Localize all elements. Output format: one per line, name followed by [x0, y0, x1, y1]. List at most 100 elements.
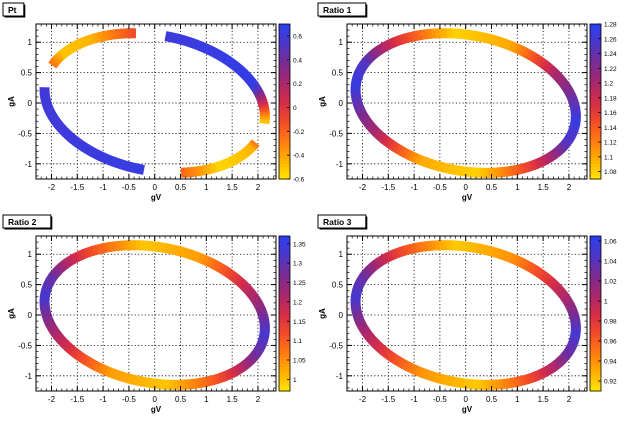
- colorbar-band: [279, 236, 290, 240]
- x-tick-label: 0: [463, 183, 468, 192]
- colorbar-tick-label: 1.24: [604, 51, 617, 58]
- colorbar-tick-label: 1.05: [293, 358, 306, 365]
- x-tick-label: -1: [100, 395, 108, 404]
- colorbar-tick-label: 1.25: [293, 280, 306, 287]
- x-tick-label: -1: [411, 395, 419, 404]
- panel-3: -2 -1.5 -1 -0.5 0 0.5 1 1.5 2 -1 -0.5 0 0.5 1 gV gA Rati…: [3, 215, 306, 414]
- colorbar-tick-label: 0: [293, 105, 297, 112]
- colorbar-tick-label: 1: [604, 299, 608, 306]
- x-tick-label: 2: [567, 183, 572, 192]
- colorbar-tick-label: 1.14: [604, 125, 617, 132]
- y-tick-label: -0.5: [329, 129, 343, 138]
- x-tick-label: -2: [48, 395, 56, 404]
- x-tick-label: 0.5: [486, 183, 498, 192]
- colorbar: -0.6-0.4-0.200.20.40.6: [279, 24, 305, 184]
- x-tick-label: 1.5: [227, 395, 239, 404]
- x-tick-label: 1: [204, 395, 209, 404]
- x-axis-label: gV: [151, 193, 162, 202]
- x-tick-label: -1.5: [381, 395, 395, 404]
- colorbar: 11.051.11.151.21.251.31.35: [279, 236, 306, 392]
- y-tick-label: -1: [336, 372, 344, 381]
- y-tick-label: 0.5: [21, 281, 33, 290]
- x-tick-label: -0.5: [122, 395, 136, 404]
- x-tick-label: 1: [515, 183, 520, 192]
- colorbar-tick-label: 1.2: [293, 299, 302, 306]
- x-tick-label: 0.5: [175, 395, 187, 404]
- x-tick-label: -1: [411, 183, 419, 192]
- chart-title: Ratio 2: [8, 217, 37, 227]
- y-tick-label: 1: [28, 38, 33, 47]
- y-tick-label: 0: [28, 99, 33, 108]
- colorbar-tick-label: 1.35: [293, 241, 306, 248]
- x-tick-label: -0.5: [433, 183, 447, 192]
- colorbar-tick-label: 1: [293, 377, 297, 384]
- x-tick-label: -2: [359, 395, 367, 404]
- x-tick-label: 0.5: [486, 395, 498, 404]
- y-tick-label: -0.5: [18, 341, 32, 350]
- x-tick-label: -2: [359, 183, 367, 192]
- colorbar-tick-label: 1.1: [293, 338, 302, 345]
- colorbar-tick-label: 0.98: [604, 319, 617, 326]
- colorbar-tick-label: 0.92: [604, 379, 617, 386]
- colorbar-tick-label: 1.28: [604, 22, 617, 29]
- colorbar-tick-label: -0.6: [293, 177, 305, 184]
- band-segment: [52, 63, 54, 66]
- colorbar-tick-label: 0.94: [604, 359, 617, 366]
- y-tick-label: 0: [339, 99, 344, 108]
- y-axis-label: gA: [7, 308, 16, 319]
- x-tick-label: 2: [256, 183, 261, 192]
- y-tick-label: 1: [339, 250, 344, 259]
- colorbar-tick-label: 1.22: [604, 66, 617, 73]
- x-tick-label: -1.5: [381, 183, 395, 192]
- x-tick-label: -0.5: [122, 183, 136, 192]
- x-tick-label: -1: [100, 183, 108, 192]
- colorbar-tick-label: 1.18: [604, 95, 617, 102]
- y-tick-label: -1: [336, 160, 344, 169]
- y-tick-label: -0.5: [329, 341, 343, 350]
- x-tick-label: 1.5: [538, 183, 550, 192]
- colorbar-tick-label: 1.06: [604, 239, 617, 246]
- y-tick-label: -1: [25, 160, 33, 169]
- colorbar-tick-label: -0.4: [293, 153, 305, 160]
- x-tick-label: 2: [567, 395, 572, 404]
- y-tick-label: -1: [25, 372, 33, 381]
- colorbar-tick-label: 0.6: [293, 33, 302, 40]
- x-tick-label: -0.5: [433, 395, 447, 404]
- y-tick-label: 0.5: [21, 69, 33, 78]
- x-tick-label: -1.5: [70, 395, 84, 404]
- x-tick-label: 0: [152, 395, 157, 404]
- x-axis-label: gV: [151, 405, 162, 414]
- y-axis-label: gA: [318, 308, 327, 319]
- colorbar-tick-label: 1.12: [604, 140, 617, 147]
- y-tick-label: 0: [339, 311, 344, 320]
- colorbar-tick-label: 1.1: [604, 154, 613, 161]
- colorbar-tick-label: 1.02: [604, 279, 617, 286]
- y-tick-label: 0: [28, 311, 33, 320]
- chart-title: Ratio 1: [323, 5, 352, 15]
- x-tick-label: 0: [152, 183, 157, 192]
- x-tick-label: 2: [256, 395, 261, 404]
- colorbar-tick-label: 0.4: [293, 57, 302, 64]
- colorbar-tick-label: 1.04: [604, 259, 617, 266]
- x-tick-label: -2: [48, 183, 56, 192]
- colorbar-tick-label: 1.26: [604, 36, 617, 43]
- colorbar-tick-label: 1.2: [604, 81, 613, 88]
- x-tick-label: 1.5: [538, 395, 550, 404]
- x-tick-label: 0.5: [175, 183, 187, 192]
- colorbar-tick-label: -0.2: [293, 129, 305, 136]
- x-axis-label: gV: [462, 405, 473, 414]
- colorbar-tick-label: 1.3: [293, 261, 302, 268]
- colorbar-band: [279, 24, 290, 28]
- colorbar-tick-label: 1.08: [604, 169, 617, 176]
- band-segment: [254, 143, 256, 146]
- y-tick-label: 1: [28, 250, 33, 259]
- band-segment: [165, 36, 170, 37]
- colorbar-band: [590, 236, 601, 240]
- x-tick-label: 0: [463, 395, 468, 404]
